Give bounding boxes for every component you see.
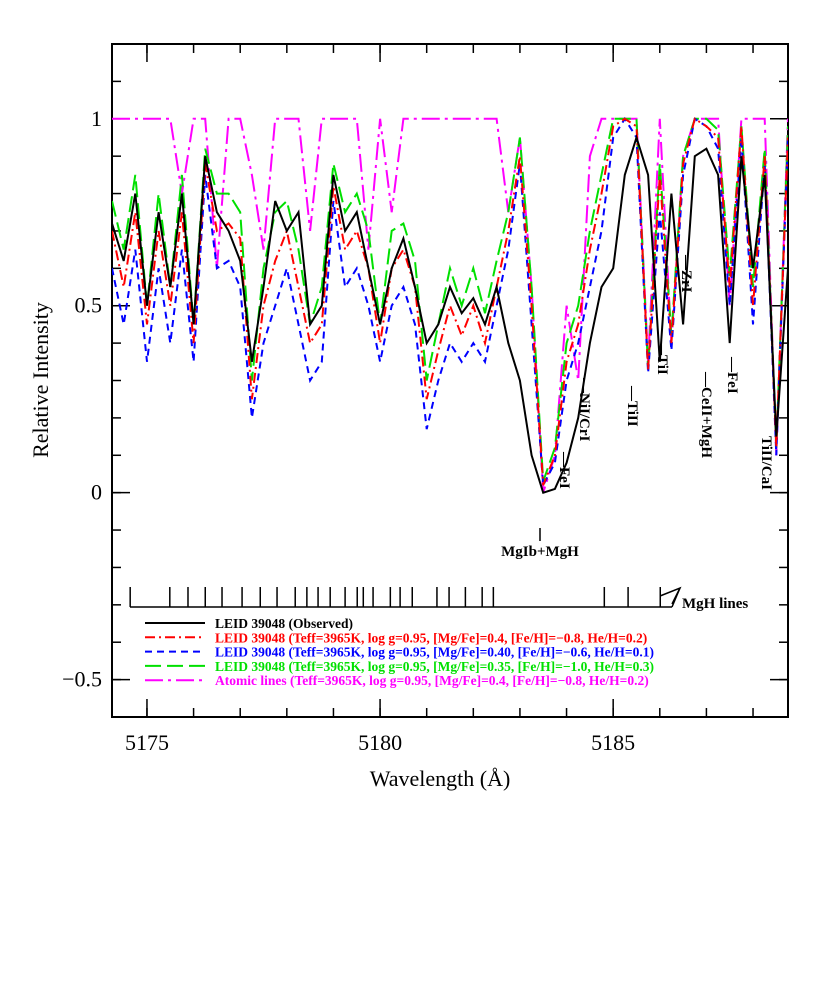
- line-annotation: —FeI: [724, 356, 740, 394]
- mgh-arrowhead: [659, 586, 682, 605]
- legend-label: Atomic lines (Teff=3965K, log g=0.95, [M…: [215, 673, 649, 688]
- legend-label: LEID 39048 (Teff=3965K, log g=0.95, [Mg/…: [215, 645, 654, 660]
- mgh-label: MgH lines: [682, 596, 748, 612]
- x-tick-label: 5175: [125, 730, 169, 755]
- y-tick-label: −0.5: [62, 667, 102, 692]
- spectrum-line: [112, 116, 788, 489]
- x-axis-label: Wavelength (Å): [370, 766, 511, 791]
- line-annotation: —CeII+MgH: [698, 371, 714, 458]
- y-tick-label: 0.5: [75, 293, 103, 318]
- y-axis-label: Relative Intensity: [28, 302, 53, 458]
- y-tick-label: 1: [91, 106, 102, 131]
- line-annotation: MgIb+MgH: [501, 544, 579, 560]
- spectrum-line: [112, 117, 788, 493]
- spectrum-line: [112, 134, 788, 494]
- line-annotation: —TiI: [654, 339, 670, 375]
- x-tick-label: 5180: [358, 730, 402, 755]
- line-annotation: TiII/CaI: [758, 436, 774, 490]
- y-tick-label: 0: [91, 480, 102, 505]
- line-annotation: —TiII: [624, 385, 640, 427]
- spectrum-line: [112, 117, 788, 486]
- x-tick-label: 5185: [591, 730, 635, 755]
- line-annotation: —FeI: [556, 451, 572, 489]
- legend-label: LEID 39048 (Teff=3965K, log g=0.95, [Mg/…: [215, 659, 654, 674]
- line-annotation: —NiI/CrI: [576, 377, 592, 441]
- line-annotation: —ZrI: [678, 254, 694, 293]
- spectrum-line: [112, 117, 788, 482]
- legend-label: LEID 39048 (Teff=3965K, log g=0.95, [Mg/…: [215, 630, 647, 645]
- legend-label: LEID 39048 (Observed): [215, 616, 353, 631]
